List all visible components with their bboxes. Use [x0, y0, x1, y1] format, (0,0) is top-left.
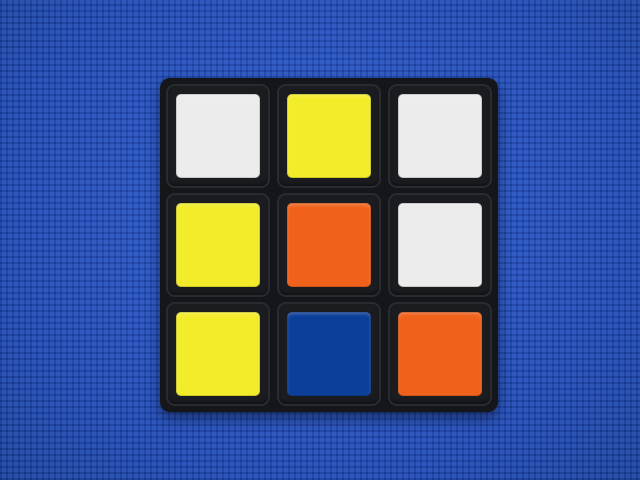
cubie-r3-c2 [277, 302, 381, 406]
cubie-r1-c3 [388, 84, 492, 188]
cubie-r3-c1 [166, 302, 270, 406]
sticker-r2-c3 [398, 203, 482, 287]
cubie-r2-c1 [166, 193, 270, 297]
sticker-r1-c1 [176, 94, 260, 178]
sticker-r2-c2 [287, 203, 371, 287]
sticker-r3-c2 [287, 312, 371, 396]
cubie-r2-c2 [277, 193, 381, 297]
sticker-r1-c2 [287, 94, 371, 178]
rubiks-cube-face [160, 78, 498, 412]
cubie-r2-c3 [388, 193, 492, 297]
cubie-r1-c2 [277, 84, 381, 188]
sticker-r3-c1 [176, 312, 260, 396]
cubie-r1-c1 [166, 84, 270, 188]
sticker-r2-c1 [176, 203, 260, 287]
sticker-r1-c3 [398, 94, 482, 178]
sticker-r3-c3 [398, 312, 482, 396]
cubie-r3-c3 [388, 302, 492, 406]
